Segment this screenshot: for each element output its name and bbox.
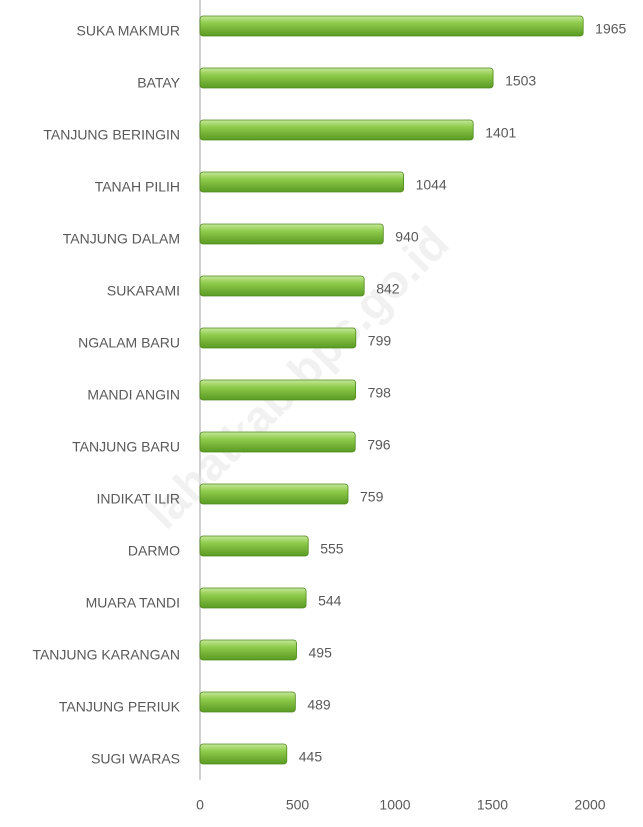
bar <box>199 275 365 297</box>
y-tick-label: SUKARAMI <box>107 283 180 299</box>
value-label: 445 <box>299 749 323 765</box>
bar <box>199 223 384 245</box>
x-tick-label: 500 <box>286 797 310 813</box>
y-tick-label: TANJUNG BERINGIN <box>43 127 180 143</box>
value-label: 1044 <box>416 177 447 193</box>
value-label: 796 <box>367 437 391 453</box>
value-label: 544 <box>318 593 342 609</box>
value-label: 489 <box>307 697 331 713</box>
bar <box>199 15 584 37</box>
value-label: 1503 <box>505 73 536 89</box>
bar <box>199 171 404 193</box>
x-tick-label: 1500 <box>477 797 508 813</box>
x-tick-label: 0 <box>196 797 204 813</box>
bar <box>199 379 357 401</box>
value-label: 555 <box>320 541 344 557</box>
bar <box>199 67 494 89</box>
bar <box>199 691 296 713</box>
value-label: 1965 <box>595 21 626 37</box>
value-label: 940 <box>395 229 419 245</box>
value-label: 1401 <box>485 125 516 141</box>
value-label: 799 <box>368 333 392 349</box>
y-tick-label: BATAY <box>137 75 180 91</box>
value-label: 798 <box>368 385 392 401</box>
bar <box>199 743 288 765</box>
bar <box>199 587 307 609</box>
x-tick-label: 1000 <box>379 797 410 813</box>
y-tick-label: TANJUNG PERIUK <box>59 699 181 715</box>
bar <box>199 483 349 505</box>
y-tick-label: MANDI ANGIN <box>87 387 180 403</box>
bar <box>199 535 309 557</box>
value-label: 759 <box>360 489 384 505</box>
y-tick-label: TANAH PILIH <box>95 179 180 195</box>
bar <box>199 639 297 661</box>
x-tick-label: 2000 <box>574 797 605 813</box>
y-tick-label: TANJUNG KARANGAN <box>32 647 180 663</box>
y-tick-label: INDIKAT ILIR <box>96 491 180 507</box>
y-tick-label: TANJUNG DALAM <box>63 231 180 247</box>
bar <box>199 327 357 349</box>
y-tick-label: NGALAM BARU <box>78 335 180 351</box>
y-tick-label: SUGI WARAS <box>91 751 180 767</box>
y-tick-label: SUKA MAKMUR <box>77 23 180 39</box>
y-tick-label: DARMO <box>128 543 180 559</box>
bar <box>199 431 356 453</box>
bar <box>199 119 474 141</box>
value-label: 495 <box>309 645 333 661</box>
value-label: 842 <box>376 281 400 297</box>
y-tick-label: MUARA TANDI <box>86 595 180 611</box>
y-tick-label: TANJUNG BARU <box>72 439 180 455</box>
